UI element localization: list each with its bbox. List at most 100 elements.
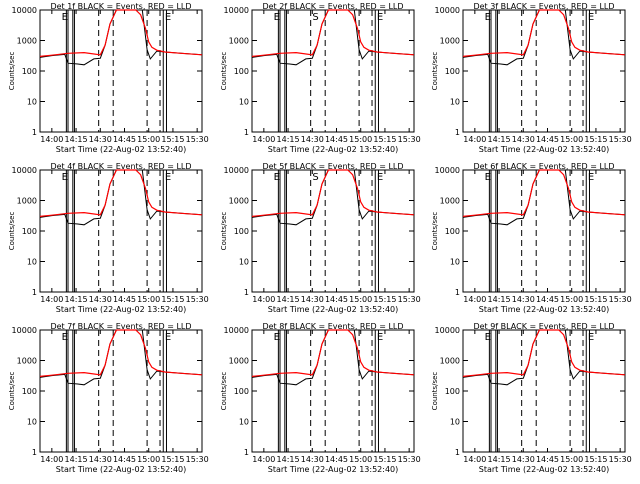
panel-7-xtick-label-6: 15:30 <box>186 455 209 464</box>
panel-6-xtick-label-3: 14:45 <box>536 295 559 304</box>
panel-5-xlabel: Start Time (22-Aug-02 13:52:40) <box>268 305 399 314</box>
panel-9-ylabel: Counts/sec <box>431 372 439 411</box>
panel-1-series-lld <box>39 9 203 57</box>
panel-4-xtick-label-2: 14:30 <box>89 295 112 304</box>
panel-7-frame <box>39 329 203 453</box>
panel-1-letter-0: E <box>62 12 68 23</box>
panel-3-ylabel: Counts/sec <box>431 52 439 91</box>
panel-5-ytick-label-4: 10000 <box>224 166 249 175</box>
panel-6-ylabel: Counts/sec <box>431 212 439 251</box>
panel-2-letter-0: E <box>274 12 280 23</box>
panel-6-xtick-label-5: 15:15 <box>584 295 607 304</box>
panel-8-title: Det 8f BLACK = Events, RED = LLD <box>262 322 403 331</box>
panel-2-xtick-label-2: 14:30 <box>301 135 324 144</box>
panel-3-xtick-label-2: 14:30 <box>512 135 535 144</box>
panel-5-ytick-label-1: 10 <box>239 258 249 267</box>
panel-9-xlabel: Start Time (22-Aug-02 13:52:40) <box>479 465 610 474</box>
panel-5-ytick-label-3: 1000 <box>229 197 249 206</box>
panel-9-title: Det 9f BLACK = Events, RED = LLD <box>473 322 614 331</box>
panel-9-ytick-label-0: 1 <box>455 448 460 457</box>
panel-7-ytick-label-2: 100 <box>22 387 37 396</box>
panel-1-ytick-label-3: 1000 <box>17 37 37 46</box>
panel-7-xtick-label-0: 14:00 <box>40 455 63 464</box>
panel-4-frame <box>39 169 203 293</box>
panel-8-ylabel: Counts/sec <box>220 372 228 411</box>
panel-8-frame <box>251 329 415 453</box>
panel-7-letter-2: E <box>165 332 171 343</box>
panel-5-title: Det 5f BLACK = Events, RED = LLD <box>262 162 403 171</box>
panel-1-title: Det 1f BLACK = Events, RED = LLD <box>50 2 191 11</box>
panel-6-ytick-label-0: 1 <box>455 288 460 297</box>
panel-1-xtick-label-2: 14:30 <box>89 135 112 144</box>
panel-6-xlabel: Start Time (22-Aug-02 13:52:40) <box>479 305 610 314</box>
panel-7-xtick-label-5: 15:15 <box>161 455 184 464</box>
panel-1-ytick-label-1: 10 <box>27 98 37 107</box>
panel-6-ytick-label-3: 1000 <box>440 197 460 206</box>
panel-3-xtick-label-0: 14:00 <box>463 135 486 144</box>
panel-9-ytick-label-4: 10000 <box>435 326 460 335</box>
panel-2-xtick-label-4: 15:00 <box>349 135 372 144</box>
panel-7-xtick-label-2: 14:30 <box>89 455 112 464</box>
panel-2-xlabel: Start Time (22-Aug-02 13:52:40) <box>268 145 399 154</box>
panel-8-xtick-label-2: 14:30 <box>301 455 324 464</box>
panel-4-ylabel: Counts/sec <box>8 212 16 251</box>
panel-5-xtick-label-4: 15:00 <box>349 295 372 304</box>
panel-5-ylabel: Counts/sec <box>220 212 228 251</box>
panel-9-xtick-label-2: 14:30 <box>512 455 535 464</box>
panel-7-xtick-label-4: 15:00 <box>137 455 160 464</box>
panel-4-xtick-label-4: 15:00 <box>137 295 160 304</box>
panel-8-series-lld <box>251 329 415 377</box>
panel-1-xtick-label-3: 14:45 <box>113 135 136 144</box>
panel-2-ylabel: Counts/sec <box>220 52 228 91</box>
panel-6-xtick-label-2: 14:30 <box>512 295 535 304</box>
panel-5-frame <box>251 169 415 293</box>
panel-3-xtick-label-3: 14:45 <box>536 135 559 144</box>
panel-6-xtick-label-1: 14:15 <box>488 295 511 304</box>
panel-4-xtick-label-3: 14:45 <box>113 295 136 304</box>
panel-8-xtick-label-5: 15:15 <box>373 455 396 464</box>
panel-3-series-lld <box>462 9 626 57</box>
panel-5-ytick-label-0: 1 <box>244 288 249 297</box>
panel-5-letter-2: E <box>377 172 383 183</box>
panel-4-ytick-label-2: 100 <box>22 227 37 236</box>
panel-8-ytick-label-4: 10000 <box>224 326 249 335</box>
panel-3-xtick-label-1: 14:15 <box>488 135 511 144</box>
panel-4-xlabel: Start Time (22-Aug-02 13:52:40) <box>56 305 187 314</box>
panel-4-xtick-label-5: 15:15 <box>161 295 184 304</box>
panel-2-xtick-label-0: 14:00 <box>252 135 275 144</box>
panel-9-letter-0: E <box>485 332 491 343</box>
panel-8-xtick-label-4: 15:00 <box>349 455 372 464</box>
panel-6-letter-2: E <box>588 172 594 183</box>
panel-3-ytick-label-3: 1000 <box>440 37 460 46</box>
panel-4-series-lld <box>39 169 203 217</box>
panel-6-title: Det 6f BLACK = Events, RED = LLD <box>473 162 614 171</box>
panel-1-xtick-label-4: 15:00 <box>137 135 160 144</box>
panel-7-series-lld <box>39 329 203 377</box>
panel-7-ytick-label-0: 1 <box>32 448 37 457</box>
panel-1-letter-2: E <box>165 12 171 23</box>
panel-2-xtick-label-5: 15:15 <box>373 135 396 144</box>
panel-4-letter-0: E <box>62 172 68 183</box>
panel-6-xtick-label-0: 14:00 <box>463 295 486 304</box>
panel-3-ytick-label-0: 1 <box>455 128 460 137</box>
panel-6-xtick-label-6: 15:30 <box>609 295 632 304</box>
panel-2-xtick-label-1: 14:15 <box>277 135 300 144</box>
panel-8-xtick-label-1: 14:15 <box>277 455 300 464</box>
panel-3-ytick-label-2: 100 <box>445 67 460 76</box>
panel-2-title: Det 2f BLACK = Events, RED = LLD <box>262 2 403 11</box>
panel-5-xtick-label-2: 14:30 <box>301 295 324 304</box>
panel-6-ytick-label-1: 10 <box>450 258 460 267</box>
panel-3-xtick-label-4: 15:00 <box>560 135 583 144</box>
panel-5-letter-0: E <box>274 172 280 183</box>
panel-3-frame <box>462 9 626 133</box>
panel-1-ytick-label-4: 10000 <box>12 6 37 15</box>
panel-2-xtick-label-6: 15:30 <box>398 135 421 144</box>
panel-1-xtick-label-1: 14:15 <box>65 135 88 144</box>
panel-7-ytick-label-3: 1000 <box>17 357 37 366</box>
panel-2-series-lld <box>251 9 415 57</box>
panel-2-letter-2: E <box>377 12 383 23</box>
panel-5-xtick-label-0: 14:00 <box>252 295 275 304</box>
panel-3-letter-0: E <box>485 12 491 23</box>
panel-3-xtick-label-5: 15:15 <box>584 135 607 144</box>
